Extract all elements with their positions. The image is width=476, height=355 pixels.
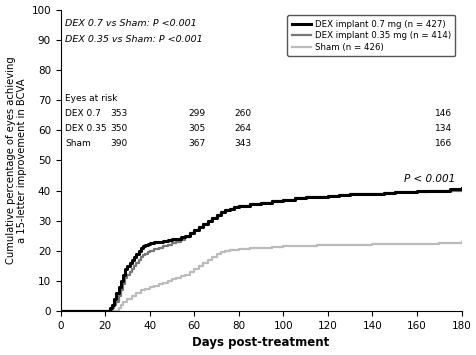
Text: Sham: Sham xyxy=(65,139,91,148)
Text: 305: 305 xyxy=(188,124,205,133)
Legend: DEX implant 0.7 mg (n = 427), DEX implant 0.35 mg (n = 414), Sham (n = 426): DEX implant 0.7 mg (n = 427), DEX implan… xyxy=(287,15,454,56)
Text: 299: 299 xyxy=(188,109,205,118)
Text: DEX 0.35 vs Sham: P <0.001: DEX 0.35 vs Sham: P <0.001 xyxy=(65,35,202,44)
Text: 264: 264 xyxy=(234,124,251,133)
Text: 353: 353 xyxy=(110,109,127,118)
Text: 390: 390 xyxy=(110,139,127,148)
Text: Eyes at risk: Eyes at risk xyxy=(65,94,117,103)
Text: 367: 367 xyxy=(188,139,205,148)
Text: DEX 0.7: DEX 0.7 xyxy=(65,109,101,118)
Text: 260: 260 xyxy=(234,109,251,118)
Text: P < 0.001: P < 0.001 xyxy=(403,175,454,185)
Text: 134: 134 xyxy=(434,124,451,133)
Text: 146: 146 xyxy=(434,109,451,118)
Y-axis label: Cumulative percentage of eyes achieving
a 15-letter improvement in BCVA: Cumulative percentage of eyes achieving … xyxy=(6,56,27,264)
Text: DEX 0.7 vs Sham: P <0.001: DEX 0.7 vs Sham: P <0.001 xyxy=(65,18,196,28)
Text: 343: 343 xyxy=(234,139,251,148)
Text: DEX 0.35: DEX 0.35 xyxy=(65,124,107,133)
Text: 166: 166 xyxy=(434,139,451,148)
X-axis label: Days post-treatment: Days post-treatment xyxy=(192,337,329,349)
Text: 350: 350 xyxy=(110,124,127,133)
